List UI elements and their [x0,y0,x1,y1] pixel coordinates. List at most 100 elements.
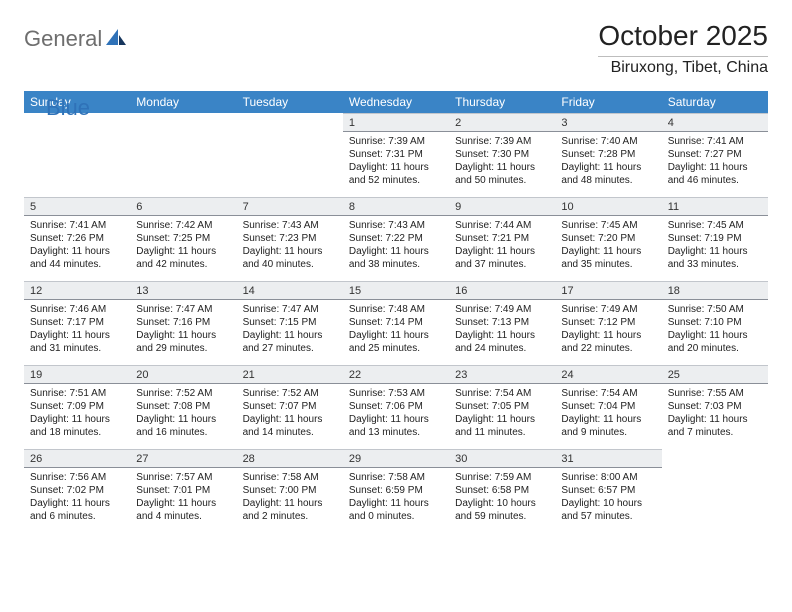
calendar-day-cell: 25Sunrise: 7:55 AMSunset: 7:03 PMDayligh… [662,365,768,449]
sunrise-text: Sunrise: 7:53 AM [349,387,443,400]
day-number: 10 [555,197,661,216]
day-details: Sunrise: 7:51 AMSunset: 7:09 PMDaylight:… [24,384,130,443]
calendar-day-cell: 7Sunrise: 7:43 AMSunset: 7:23 PMDaylight… [237,197,343,281]
day-number: 21 [237,365,343,384]
day-details: Sunrise: 7:49 AMSunset: 7:13 PMDaylight:… [449,300,555,359]
daylight-text: Daylight: 11 hours and 16 minutes. [136,413,230,439]
day-number: 16 [449,281,555,300]
calendar-body: ...1Sunrise: 7:39 AMSunset: 7:31 PMDayli… [24,113,768,533]
day-details: Sunrise: 7:41 AMSunset: 7:27 PMDaylight:… [662,132,768,191]
sunset-text: Sunset: 7:06 PM [349,400,443,413]
calendar-day-cell: 19Sunrise: 7:51 AMSunset: 7:09 PMDayligh… [24,365,130,449]
sunrise-text: Sunrise: 7:43 AM [349,219,443,232]
day-details: Sunrise: 7:41 AMSunset: 7:26 PMDaylight:… [24,216,130,275]
day-number: 13 [130,281,236,300]
sunrise-text: Sunrise: 7:50 AM [668,303,762,316]
calendar-day-cell: 12Sunrise: 7:46 AMSunset: 7:17 PMDayligh… [24,281,130,365]
calendar-day-cell: 29Sunrise: 7:58 AMSunset: 6:59 PMDayligh… [343,449,449,533]
day-number: 27 [130,449,236,468]
sunrise-text: Sunrise: 7:49 AM [455,303,549,316]
day-details: Sunrise: 7:54 AMSunset: 7:04 PMDaylight:… [555,384,661,443]
day-details: Sunrise: 7:54 AMSunset: 7:05 PMDaylight:… [449,384,555,443]
day-number: 7 [237,197,343,216]
sunset-text: Sunset: 7:31 PM [349,148,443,161]
day-details: Sunrise: 7:43 AMSunset: 7:23 PMDaylight:… [237,216,343,275]
daylight-text: Daylight: 11 hours and 2 minutes. [243,497,337,523]
day-details: Sunrise: 7:39 AMSunset: 7:30 PMDaylight:… [449,132,555,191]
daylight-text: Daylight: 11 hours and 25 minutes. [349,329,443,355]
sunset-text: Sunset: 7:05 PM [455,400,549,413]
day-details: Sunrise: 8:00 AMSunset: 6:57 PMDaylight:… [555,468,661,527]
day-details: Sunrise: 7:40 AMSunset: 7:28 PMDaylight:… [555,132,661,191]
weekday-header: Friday [555,91,661,113]
day-number: 20 [130,365,236,384]
day-details: Sunrise: 7:45 AMSunset: 7:19 PMDaylight:… [662,216,768,275]
calendar-day-cell: 22Sunrise: 7:53 AMSunset: 7:06 PMDayligh… [343,365,449,449]
day-number: 6 [130,197,236,216]
daylight-text: Daylight: 11 hours and 6 minutes. [30,497,124,523]
sunset-text: Sunset: 7:00 PM [243,484,337,497]
calendar-day-cell: 2Sunrise: 7:39 AMSunset: 7:30 PMDaylight… [449,113,555,197]
sunset-text: Sunset: 6:59 PM [349,484,443,497]
sunrise-text: Sunrise: 7:41 AM [30,219,124,232]
sunrise-text: Sunrise: 7:44 AM [455,219,549,232]
calendar-week-row: 19Sunrise: 7:51 AMSunset: 7:09 PMDayligh… [24,365,768,449]
day-number: 28 [237,449,343,468]
sunrise-text: Sunrise: 7:39 AM [455,135,549,148]
day-number: 11 [662,197,768,216]
calendar-day-cell: 1Sunrise: 7:39 AMSunset: 7:31 PMDaylight… [343,113,449,197]
day-number: 8 [343,197,449,216]
sunrise-text: Sunrise: 7:45 AM [561,219,655,232]
calendar-day-cell: 14Sunrise: 7:47 AMSunset: 7:15 PMDayligh… [237,281,343,365]
calendar-day-cell: 4Sunrise: 7:41 AMSunset: 7:27 PMDaylight… [662,113,768,197]
sunrise-text: Sunrise: 7:58 AM [243,471,337,484]
sunset-text: Sunset: 7:07 PM [243,400,337,413]
sunset-text: Sunset: 7:14 PM [349,316,443,329]
daylight-text: Daylight: 11 hours and 50 minutes. [455,161,549,187]
location-text: Biruxong, Tibet, China [598,59,768,77]
daylight-text: Daylight: 11 hours and 24 minutes. [455,329,549,355]
sunrise-text: Sunrise: 7:46 AM [30,303,124,316]
sunset-text: Sunset: 7:16 PM [136,316,230,329]
calendar-day-cell: 10Sunrise: 7:45 AMSunset: 7:20 PMDayligh… [555,197,661,281]
day-details: Sunrise: 7:47 AMSunset: 7:16 PMDaylight:… [130,300,236,359]
calendar-day-cell: . [130,113,236,197]
weekday-header: Wednesday [343,91,449,113]
calendar-day-cell: 3Sunrise: 7:40 AMSunset: 7:28 PMDaylight… [555,113,661,197]
daylight-text: Daylight: 11 hours and 14 minutes. [243,413,337,439]
calendar-week-row: 5Sunrise: 7:41 AMSunset: 7:26 PMDaylight… [24,197,768,281]
day-details: Sunrise: 7:56 AMSunset: 7:02 PMDaylight:… [24,468,130,527]
calendar-day-cell: 5Sunrise: 7:41 AMSunset: 7:26 PMDaylight… [24,197,130,281]
weekday-header: Thursday [449,91,555,113]
calendar-day-cell: 23Sunrise: 7:54 AMSunset: 7:05 PMDayligh… [449,365,555,449]
sunrise-text: Sunrise: 7:52 AM [136,387,230,400]
calendar-day-cell: 26Sunrise: 7:56 AMSunset: 7:02 PMDayligh… [24,449,130,533]
brand-text-1: General [24,26,102,52]
day-number: 24 [555,365,661,384]
sunrise-text: Sunrise: 7:48 AM [349,303,443,316]
sunset-text: Sunset: 7:02 PM [30,484,124,497]
daylight-text: Daylight: 11 hours and 52 minutes. [349,161,443,187]
sunrise-text: Sunrise: 7:39 AM [349,135,443,148]
sunset-text: Sunset: 7:04 PM [561,400,655,413]
day-details: Sunrise: 7:59 AMSunset: 6:58 PMDaylight:… [449,468,555,527]
sunrise-text: Sunrise: 7:57 AM [136,471,230,484]
day-details: Sunrise: 7:49 AMSunset: 7:12 PMDaylight:… [555,300,661,359]
calendar-day-cell: 24Sunrise: 7:54 AMSunset: 7:04 PMDayligh… [555,365,661,449]
sunset-text: Sunset: 6:57 PM [561,484,655,497]
calendar-week-row: ...1Sunrise: 7:39 AMSunset: 7:31 PMDayli… [24,113,768,197]
calendar-day-cell: 27Sunrise: 7:57 AMSunset: 7:01 PMDayligh… [130,449,236,533]
daylight-text: Daylight: 11 hours and 13 minutes. [349,413,443,439]
daylight-text: Daylight: 10 hours and 59 minutes. [455,497,549,523]
daylight-text: Daylight: 11 hours and 11 minutes. [455,413,549,439]
sunset-text: Sunset: 7:03 PM [668,400,762,413]
day-number: 19 [24,365,130,384]
weekday-header: Monday [130,91,236,113]
sunset-text: Sunset: 7:19 PM [668,232,762,245]
sunrise-text: Sunrise: 7:54 AM [561,387,655,400]
daylight-text: Daylight: 11 hours and 4 minutes. [136,497,230,523]
sunset-text: Sunset: 7:20 PM [561,232,655,245]
daylight-text: Daylight: 11 hours and 37 minutes. [455,245,549,271]
sunset-text: Sunset: 6:58 PM [455,484,549,497]
calendar-day-cell: 16Sunrise: 7:49 AMSunset: 7:13 PMDayligh… [449,281,555,365]
